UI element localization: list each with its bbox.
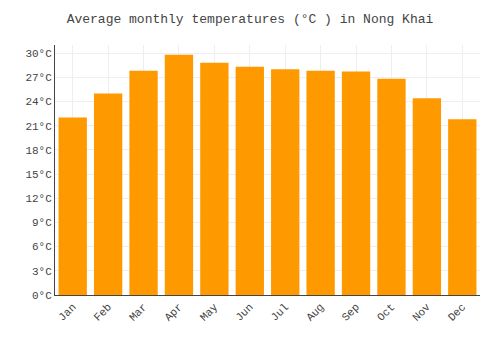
svg-text:30°C: 30°C [25,48,52,60]
svg-text:Oct: Oct [375,301,397,323]
svg-text:Jul: Jul [269,301,291,323]
svg-text:Sep: Sep [340,301,362,323]
svg-text:Apr: Apr [162,301,184,323]
svg-text:Dec: Dec [446,301,468,323]
svg-text:Mar: Mar [127,301,149,323]
svg-text:0°C: 0°C [32,290,52,302]
svg-text:9°C: 9°C [32,217,52,229]
svg-text:Feb: Feb [92,301,114,323]
svg-text:18°C: 18°C [25,145,52,157]
svg-text:21°C: 21°C [25,121,52,133]
svg-text:24°C: 24°C [25,96,52,108]
svg-text:6°C: 6°C [32,241,52,253]
svg-text:May: May [198,301,221,324]
svg-text:Average monthly temperatures (: Average monthly temperatures (°C ) in No… [67,12,434,27]
svg-text:Jun: Jun [233,301,255,323]
svg-text:27°C: 27°C [25,72,52,84]
svg-text:Aug: Aug [304,301,326,323]
svg-text:Jan: Jan [56,301,78,323]
svg-text:15°C: 15°C [25,169,52,181]
svg-text:3°C: 3°C [32,266,52,278]
svg-text:Nov: Nov [410,301,433,324]
svg-text:12°C: 12°C [25,193,52,205]
